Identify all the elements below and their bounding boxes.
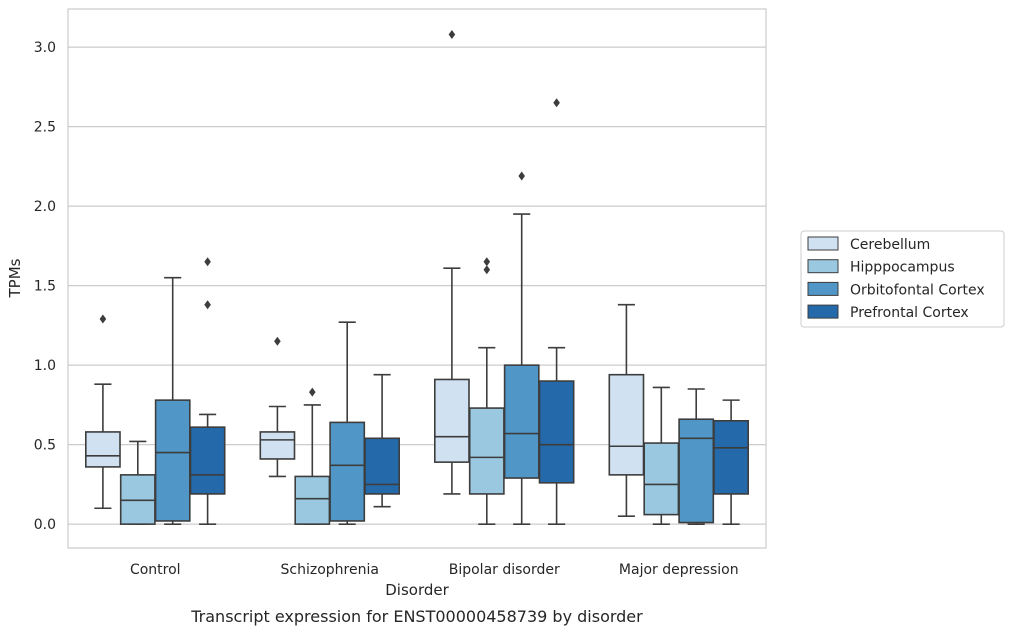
box-hipppocampus (294, 387, 331, 525)
x-axis-title: Disorder (385, 581, 449, 599)
y-tick-label: 3.0 (34, 40, 56, 56)
box-prefrontal-cortex (364, 373, 401, 508)
box-orbitofontal-cortex (678, 388, 715, 525)
box-iqr (503, 364, 540, 479)
box-iqr (364, 437, 401, 495)
outlier-point (204, 300, 211, 310)
legend-label: Prefrontal Cortex (850, 305, 969, 321)
box-iqr (189, 426, 226, 495)
box-iqr (468, 407, 505, 495)
box-cerebellum (259, 336, 296, 478)
box-iqr (259, 431, 296, 460)
outlier-point (99, 314, 107, 324)
x-tick-labels: Control Schizophrenia Bipolar disorder Majo… (130, 562, 739, 578)
legend-swatch (807, 236, 839, 251)
legend: Cerebellum Hipppocampus Orbitofontal Corte… (800, 230, 1005, 328)
box-iqr (678, 418, 715, 524)
box-prefrontal-cortex (713, 399, 750, 525)
legend-frame (800, 230, 1005, 328)
box-prefrontal-cortex (538, 98, 575, 525)
box-iqr (538, 380, 575, 484)
y-tick-label: 2.5 (34, 120, 56, 136)
plot-frame (67, 8, 767, 549)
outlier-point (274, 336, 281, 346)
y-tick-labels: 0.0 0.5 1.0 1.5 2.0 2.5 3.0 (34, 40, 56, 533)
box-iqr (713, 420, 750, 495)
y-tick-label: 0.0 (34, 517, 56, 533)
outlier-point (204, 257, 211, 267)
y-axis-title: TPMs (6, 258, 24, 298)
box-iqr (84, 431, 121, 468)
legend-swatch (807, 259, 839, 274)
legend-label: Cerebellum (850, 237, 930, 253)
box-series (84, 29, 750, 525)
outlier-point (309, 387, 316, 397)
outlier-point (448, 29, 456, 39)
box-iqr (608, 373, 645, 476)
box-prefrontal-cortex (189, 257, 226, 525)
outlier-point (483, 257, 491, 267)
x-tick-label: Control (130, 562, 181, 578)
box-hipppocampus (643, 386, 680, 525)
y-tick-label: 1.0 (34, 358, 56, 374)
x-tick-label: Bipolar disorder (449, 562, 560, 578)
legend-label: Hipppocampus (850, 260, 955, 276)
box-hipppocampus (119, 440, 156, 525)
outlier-point (518, 171, 525, 181)
outlier-point (483, 265, 491, 275)
y-tick-label: 1.5 (34, 279, 56, 295)
box-orbitofontal-cortex (329, 321, 366, 525)
box-iqr (154, 399, 191, 522)
y-tick-label: 2.0 (34, 199, 56, 215)
x-tick-label: Major depression (619, 562, 739, 578)
legend-label: Orbitofontal Cortex (850, 282, 985, 298)
box-hipppocampus (468, 257, 505, 525)
box-orbitofontal-cortex (503, 171, 540, 525)
box-iqr (294, 475, 331, 525)
legend-swatch (807, 304, 839, 319)
box-iqr (643, 442, 680, 516)
box-iqr (433, 378, 470, 463)
x-tick-label: Schizophrenia (281, 562, 379, 578)
box-iqr (329, 421, 366, 522)
chart-caption: Transcript expression for ENST0000045873… (190, 607, 643, 626)
legend-swatch (807, 281, 839, 296)
y-tick-label: 0.5 (34, 438, 56, 454)
box-cerebellum (84, 314, 121, 510)
box-cerebellum (608, 303, 645, 518)
outlier-point (553, 98, 560, 108)
